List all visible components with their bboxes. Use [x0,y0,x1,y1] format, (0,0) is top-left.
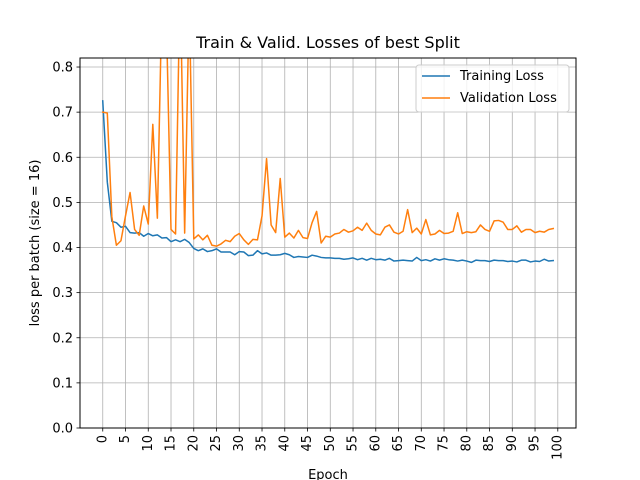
series-line-training-loss [101,100,555,264]
y-tick-label: 0.5 [52,196,73,211]
x-tick-label: 0 [95,435,110,443]
y-tick-label: 0.1 [52,376,73,391]
series-layer [101,58,555,264]
x-tick-label: 100 [550,435,565,460]
chart-title: Train & Valid. Losses of best Split [195,33,460,52]
x-tick-label: 45 [300,435,315,452]
x-tick-label: 65 [391,435,406,452]
x-tick-label: 35 [255,435,270,452]
x-tick-label: 95 [528,435,543,452]
x-tick-label: 30 [232,435,247,452]
y-tick-label: 0.4 [52,241,73,256]
y-tick-label: 0.0 [52,422,73,437]
y-tick-label: 0.7 [52,106,73,121]
x-tick-label: 80 [459,435,474,452]
y-tick-label: 0.2 [52,331,73,346]
y-tick-label: 0.8 [52,61,73,76]
legend-label-validation-loss: Validation Loss [460,91,557,106]
x-tick-label: 20 [186,435,201,452]
x-tick-label: 55 [346,435,361,452]
y-tick-label: 0.6 [52,151,73,166]
plot-frame [79,57,577,429]
x-tick-label: 50 [323,435,338,452]
y-axis-title: loss per batch (size = 16) [28,160,43,327]
legend: Training Loss Validation Loss [415,64,570,113]
series-line-validation-loss [101,58,555,247]
x-tick-label: 25 [209,435,224,452]
x-axis-title: Epoch [308,468,348,480]
x-tick-label: 85 [482,435,497,452]
x-tick-label: 75 [437,435,452,452]
x-tick-label: 70 [414,435,429,452]
legend-label-training-loss: Training Loss [459,69,544,84]
x-tick-label: 5 [118,435,133,443]
x-tick-label: 10 [141,435,156,452]
y-tick-label: 0.3 [52,286,73,301]
x-tick-label: 90 [505,435,520,452]
ticks: 0 5 10 15 20 25 30 35 40 45 50 55 60 65 70 75 80 85 90 95 10… [52,61,565,460]
x-tick-label: 40 [277,435,292,452]
legend-box [415,64,570,113]
plot-area [101,58,555,264]
x-tick-label: 15 [164,435,179,452]
x-tick-label: 60 [368,435,383,452]
